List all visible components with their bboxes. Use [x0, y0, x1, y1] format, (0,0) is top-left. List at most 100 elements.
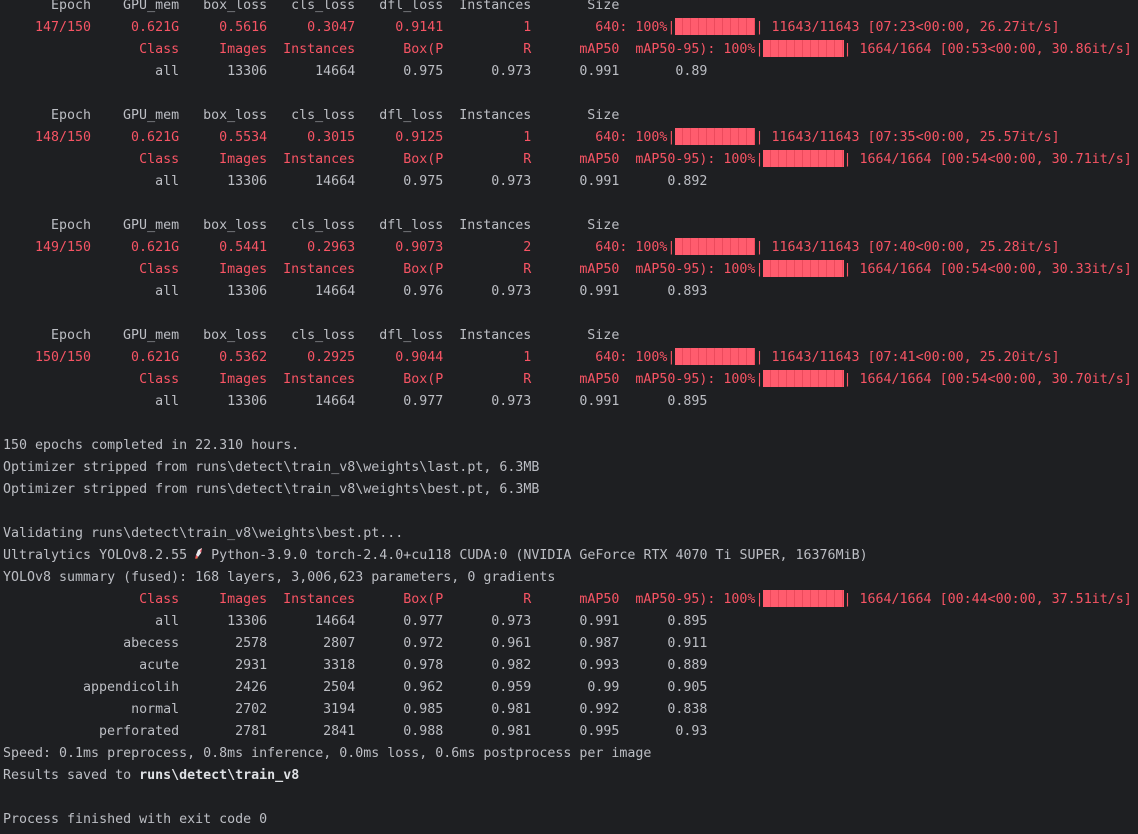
column-cell: mAP50 — [579, 42, 620, 57]
progress-timing: [00:54<00:00, 30.33it/s] — [939, 262, 1132, 277]
column-cell: mAP50-95) — [635, 592, 708, 607]
final-class-row: normal 2702 3194 0.985 0.981 0.992 0.838 — [3, 699, 1132, 721]
column-cell: mAP50 — [579, 372, 620, 387]
sep: : — [707, 262, 724, 277]
column-cell: 13306 — [227, 284, 268, 299]
progress-count: 11643/11643 — [771, 20, 860, 35]
column-cell: 2504 — [323, 680, 356, 695]
epoch-header: Epoch GPU_mem box_loss cls_loss dfl_loss Inst… — [3, 215, 1132, 237]
column-cell: 2 — [523, 240, 532, 255]
column-cell: 148/150 — [35, 130, 92, 145]
column-cell: 2841 — [323, 724, 356, 739]
column-cell: 0.961 — [491, 636, 532, 651]
column-cell: 0.991 — [579, 174, 620, 189]
sep — [860, 240, 868, 255]
column-cell: 0.995 — [579, 724, 620, 739]
sep: | — [755, 20, 772, 35]
optimizer-stripped-last: Optimizer stripped from runs\detect\trai… — [3, 460, 540, 475]
column-cell: dfl_loss — [379, 0, 444, 13]
column-cell: Instances — [283, 42, 356, 57]
column-cell: Images — [219, 42, 268, 57]
sep: : — [619, 130, 636, 145]
column-cell: perforated — [99, 724, 180, 739]
column-cell: Instances — [283, 262, 356, 277]
final-class-row: appendicolih 2426 2504 0.962 0.959 0.99 0.905 — [3, 677, 1132, 699]
column-cell: mAP50-95) — [635, 42, 708, 57]
progress-timing: [07:35<00:00, 25.57it/s] — [867, 130, 1060, 145]
blank-line — [3, 83, 1132, 105]
column-cell: 0.973 — [491, 284, 532, 299]
epoch-train-row: 148/150 0.621G 0.5534 0.3015 0.9125 1 640: 100… — [3, 127, 1132, 149]
column-cell: box_loss — [203, 218, 268, 233]
progress-percent: 100% — [723, 152, 756, 167]
column-cell: Images — [219, 592, 268, 607]
column-cell: 0.962 — [403, 680, 444, 695]
column-cell: 0.621G — [131, 350, 180, 365]
column-cell: cls_loss — [291, 218, 356, 233]
console-line: Process finished with exit code 0 — [3, 809, 1132, 831]
sep: : — [707, 372, 724, 387]
progress-bar — [763, 590, 844, 607]
progress-count: 1664/1664 — [859, 152, 932, 167]
column-cell: GPU_mem — [123, 108, 180, 123]
column-cell: Class — [139, 372, 180, 387]
column-cell: 0.911 — [667, 636, 708, 651]
epoch-header: Epoch GPU_mem box_loss cls_loss dfl_loss Inst… — [3, 105, 1132, 127]
column-cell: 640 — [595, 130, 620, 145]
column-cell: 0.5362 — [219, 350, 268, 365]
progress-percent: 100% — [723, 592, 756, 607]
column-cell: R — [523, 152, 532, 167]
column-cell: Images — [219, 262, 268, 277]
progress-timing: [00:54<00:00, 30.70it/s] — [939, 372, 1132, 387]
progress-count: 1664/1664 — [859, 42, 932, 57]
progress-count: 11643/11643 — [771, 240, 860, 255]
column-cell: 0.2925 — [307, 350, 356, 365]
sep: | — [667, 130, 676, 145]
column-cell: 0.89 — [675, 64, 708, 79]
progress-percent: 100% — [635, 240, 668, 255]
column-cell: 0.838 — [667, 702, 708, 717]
epoch-header: Epoch GPU_mem box_loss cls_loss dfl_loss Inst… — [3, 0, 1132, 17]
blank-line — [3, 787, 1132, 809]
column-cell: 0.991 — [579, 614, 620, 629]
column-cell: 0.93 — [675, 724, 708, 739]
column-cell: Instances — [459, 328, 532, 343]
column-cell: 0.991 — [579, 284, 620, 299]
progress-bar — [763, 370, 844, 387]
column-cell: 0.981 — [491, 724, 532, 739]
progress-timing: [00:54<00:00, 30.71it/s] — [939, 152, 1132, 167]
column-cell: 640 — [595, 240, 620, 255]
column-cell: 640 — [595, 20, 620, 35]
column-cell: GPU_mem — [123, 0, 180, 13]
progress-percent: 100% — [635, 20, 668, 35]
column-cell: mAP50 — [579, 152, 620, 167]
column-cell: 0.993 — [579, 658, 620, 673]
run-console-output: Epoch GPU_mem box_loss cls_loss dfl_loss Inst… — [3, 0, 1132, 831]
column-cell: 0.981 — [491, 702, 532, 717]
progress-bar — [763, 40, 844, 57]
column-cell: all — [155, 64, 180, 79]
column-cell: Box(P — [403, 592, 444, 607]
column-cell: 2931 — [235, 658, 268, 673]
column-cell: 14664 — [315, 64, 356, 79]
progress-bar — [675, 128, 756, 145]
column-cell: 0.895 — [667, 394, 708, 409]
column-cell: mAP50 — [579, 262, 620, 277]
column-cell: dfl_loss — [379, 328, 444, 343]
results-path-link[interactable]: runs\detect\train_v8 — [139, 768, 300, 783]
progress-percent: 100% — [635, 130, 668, 145]
column-cell: GPU_mem — [123, 328, 180, 343]
column-cell: Instances — [459, 0, 532, 13]
progress-bar — [763, 150, 844, 167]
sep: : — [707, 152, 724, 167]
progress-timing: [07:23<00:00, 26.27it/s] — [867, 20, 1060, 35]
sep: | — [667, 240, 676, 255]
column-cell: 0.975 — [403, 64, 444, 79]
column-cell: box_loss — [203, 108, 268, 123]
progress-bar — [763, 260, 844, 277]
column-cell: mAP50-95) — [635, 262, 708, 277]
column-cell: Box(P — [403, 152, 444, 167]
column-cell: 0.905 — [667, 680, 708, 695]
